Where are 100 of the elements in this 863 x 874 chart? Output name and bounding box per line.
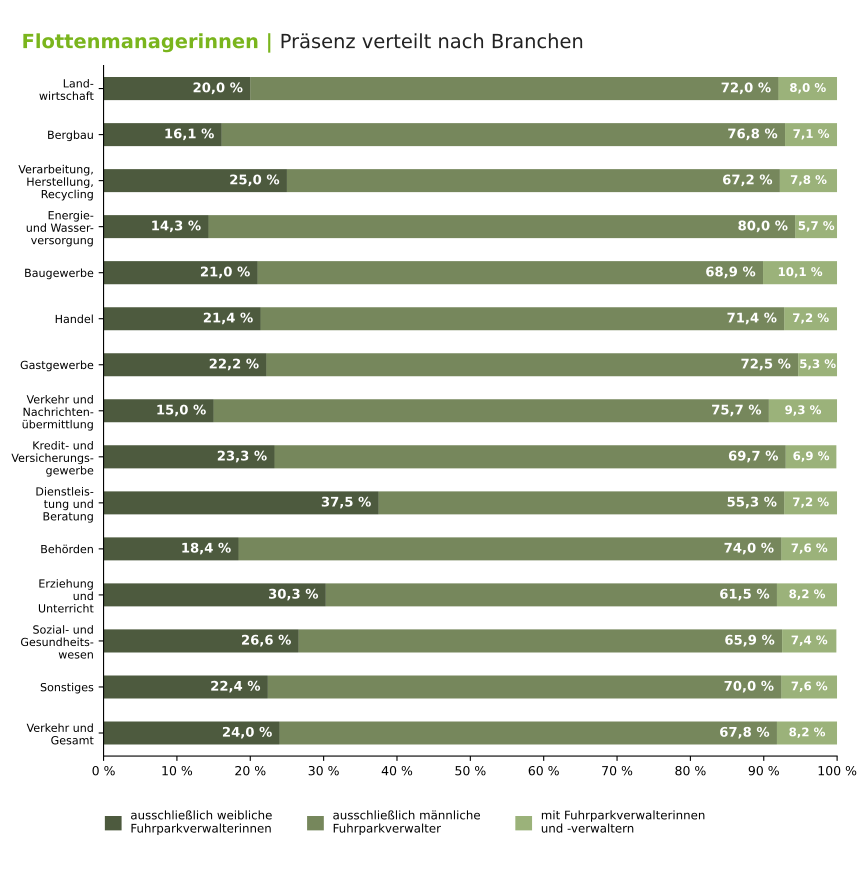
data-label: 26,6 % bbox=[242, 634, 291, 646]
y-tick-label: Bergbau bbox=[48, 130, 93, 142]
bar bbox=[268, 675, 782, 698]
data-label: 22,4 % bbox=[211, 680, 260, 692]
x-tick-label: 40 % bbox=[382, 766, 412, 776]
data-label: 8,2 % bbox=[789, 727, 826, 738]
bar bbox=[104, 215, 208, 238]
y-tick-label: Verkehr und Nachrichten- übermittlung bbox=[22, 394, 94, 431]
data-label: 25,0 % bbox=[230, 174, 280, 186]
data-label: 23,3 % bbox=[218, 450, 267, 462]
data-label: 7,6 % bbox=[792, 543, 828, 554]
bar bbox=[776, 721, 838, 744]
data-label: 6,9 % bbox=[793, 451, 830, 462]
bar bbox=[782, 629, 836, 652]
bar bbox=[786, 445, 836, 468]
data-label: 7,6 % bbox=[792, 681, 828, 692]
y-tick-label: Kredit- und Versicherungs- gewerbe bbox=[11, 440, 94, 477]
bar bbox=[258, 261, 764, 284]
data-label: 71,4 % bbox=[727, 312, 777, 324]
bar bbox=[104, 629, 299, 652]
bar bbox=[104, 583, 326, 606]
data-label: 14,3 % bbox=[152, 220, 201, 232]
y-tick-label: Gastgewerbe bbox=[20, 360, 94, 372]
y-tick-label: Energie- und Wasser- versorgung bbox=[26, 210, 94, 246]
x-tick-label: 50 % bbox=[455, 766, 486, 776]
y-tick-label: Verarbeitung, Herstellung, Recycling bbox=[18, 164, 93, 200]
data-label: 8,2 % bbox=[789, 589, 826, 600]
x-tick-label: 60 % bbox=[528, 766, 559, 776]
bar bbox=[280, 721, 777, 744]
x-tick-label: 80 % bbox=[675, 766, 706, 776]
bar bbox=[286, 169, 780, 192]
data-label: 70,0 % bbox=[724, 680, 774, 692]
bar bbox=[776, 583, 838, 606]
bar bbox=[104, 537, 239, 560]
chart-subtitle: Präsenz verteilt nach Branchen bbox=[282, 33, 582, 48]
bar bbox=[214, 399, 769, 422]
data-label: 61,5 % bbox=[720, 588, 770, 600]
bar bbox=[784, 491, 838, 514]
data-label: 69,7 % bbox=[728, 450, 778, 462]
data-label: 8,0 % bbox=[790, 83, 826, 94]
y-tick-label: Handel bbox=[56, 314, 93, 324]
bar bbox=[326, 583, 777, 606]
bar bbox=[208, 215, 796, 238]
bar bbox=[781, 537, 838, 560]
x-tick-label: 20 % bbox=[235, 766, 266, 776]
y-tick-label: Erziehung und Unterricht bbox=[38, 579, 94, 613]
data-label: 30,3 % bbox=[269, 588, 318, 600]
bar bbox=[104, 123, 222, 146]
data-label: 18,4 % bbox=[182, 542, 231, 554]
x-tick-label: 70 % bbox=[602, 766, 632, 776]
bar bbox=[104, 169, 287, 192]
data-label: 72,0 % bbox=[722, 82, 771, 94]
data-label: 15,0 % bbox=[157, 404, 206, 416]
x-tick-label: 0 % bbox=[92, 766, 115, 776]
x-tick-label: 30 % bbox=[308, 766, 339, 776]
legend-label: mit Fuhrparkverwalterinnen und -verwaltern bbox=[542, 810, 704, 833]
bar bbox=[260, 307, 784, 330]
bar bbox=[768, 399, 838, 422]
data-label: 20,0 % bbox=[194, 82, 243, 94]
bar bbox=[104, 491, 379, 514]
bar bbox=[104, 307, 261, 330]
data-label: 65,9 % bbox=[725, 634, 774, 646]
x-tick-label: 100 % bbox=[818, 766, 856, 776]
data-label: 7,2 % bbox=[793, 497, 829, 508]
data-label: 7,8 % bbox=[790, 175, 827, 186]
bar bbox=[238, 537, 782, 560]
bar bbox=[266, 353, 798, 376]
data-label: 72,5 % bbox=[741, 358, 790, 370]
bar bbox=[763, 261, 838, 284]
data-label: 68,9 % bbox=[706, 266, 756, 278]
data-label: 22,2 % bbox=[210, 358, 259, 370]
y-tick-label: Sozial- und Gesundheits- wesen bbox=[20, 625, 94, 659]
data-label: 37,5 % bbox=[322, 496, 371, 508]
data-label: 75,7 % bbox=[712, 404, 762, 416]
bar bbox=[104, 77, 250, 100]
data-label: 67,2 % bbox=[723, 174, 772, 186]
bar bbox=[104, 261, 258, 284]
y-tick-label: Land- wirtschaft bbox=[39, 78, 94, 100]
bar bbox=[104, 399, 214, 422]
data-label: 16,1 % bbox=[165, 128, 214, 140]
bar bbox=[274, 445, 786, 468]
legend-label: ausschließlich männliche Fuhrparkverwalter bbox=[333, 810, 480, 835]
data-label: 80,0 % bbox=[738, 220, 788, 232]
y-tick-label: Verkehr und Gesamt bbox=[26, 723, 94, 744]
bar bbox=[104, 721, 280, 744]
data-label: 55,3 % bbox=[728, 496, 777, 508]
data-label: 7,2 % bbox=[793, 313, 829, 324]
x-tick-label: 10 % bbox=[162, 766, 192, 776]
data-label: 21,0 % bbox=[200, 266, 250, 278]
x-tick-label: 90 % bbox=[748, 766, 779, 776]
bar bbox=[798, 353, 838, 376]
bar bbox=[222, 123, 786, 146]
data-label: 9,3 % bbox=[785, 405, 822, 416]
bar bbox=[784, 307, 838, 330]
y-tick-label: Behörden bbox=[41, 544, 93, 554]
bar bbox=[104, 353, 266, 376]
bar bbox=[104, 445, 274, 468]
data-label: 10,1 % bbox=[778, 267, 822, 278]
y-tick-label: Baugewerbe bbox=[25, 268, 94, 280]
data-label: 5,7 % bbox=[798, 221, 834, 232]
